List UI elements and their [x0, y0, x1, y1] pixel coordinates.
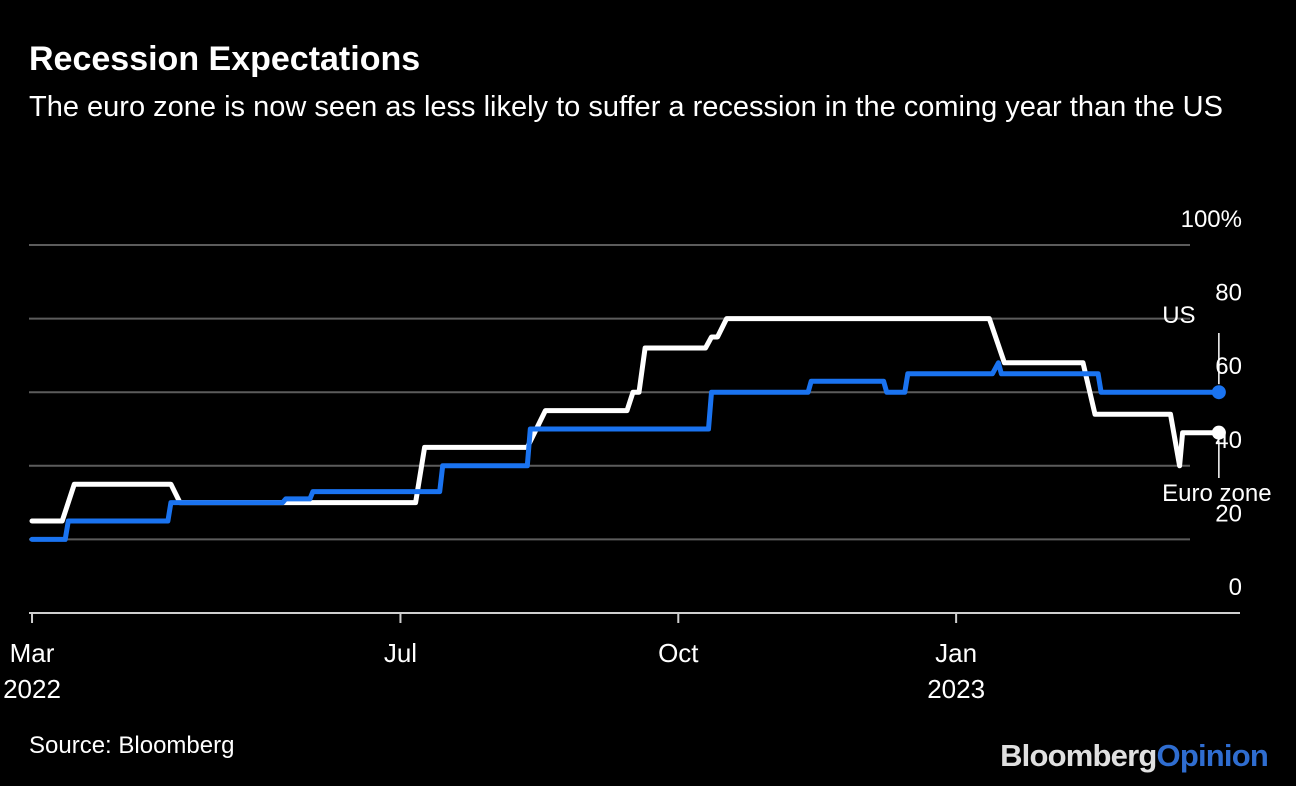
y-tick-label-100: 100% — [1181, 206, 1242, 233]
brand-part-2: Opinion — [1156, 738, 1269, 773]
source-note: Source: Bloomberg — [29, 732, 235, 759]
series-labels: US Euro zone — [1162, 302, 1271, 507]
end-marker-us — [1211, 385, 1226, 400]
x-tick-sublabel-3: 2023 — [927, 674, 985, 704]
x-tick-sublabel-0: 2022 — [3, 674, 61, 704]
series-label-us: US — [1162, 302, 1195, 329]
series-line-euro-zone — [29, 316, 1222, 524]
brand-part-1: Bloomberg — [1000, 738, 1157, 773]
end-marker-euro-zone — [1211, 425, 1226, 440]
y-tick-label-60: 60 — [1215, 353, 1242, 380]
series-layer — [29, 316, 1222, 542]
x-tick-label-0: Mar — [10, 638, 55, 668]
y-tick-label-80: 80 — [1215, 280, 1242, 307]
series-line-us — [29, 360, 1222, 542]
series-label-euro-zone: Euro zone — [1162, 480, 1271, 507]
x-tick-label-3: Jan — [935, 638, 977, 668]
x-axis: Mar 2022 Jul Oct Jan 2023 — [3, 613, 985, 704]
x-tick-label-2: Oct — [658, 638, 699, 668]
bloomberg-opinion-logo: BloombergOpinion — [1000, 738, 1269, 774]
x-tick-label-1: Jul — [384, 638, 417, 668]
y-tick-label-20: 20 — [1215, 500, 1242, 527]
y-tick-label-0: 0 — [1229, 574, 1242, 601]
chart-subtitle: The euro zone is now seen as less likely… — [29, 91, 1223, 123]
chart-title: Recession Expectations — [29, 40, 421, 78]
